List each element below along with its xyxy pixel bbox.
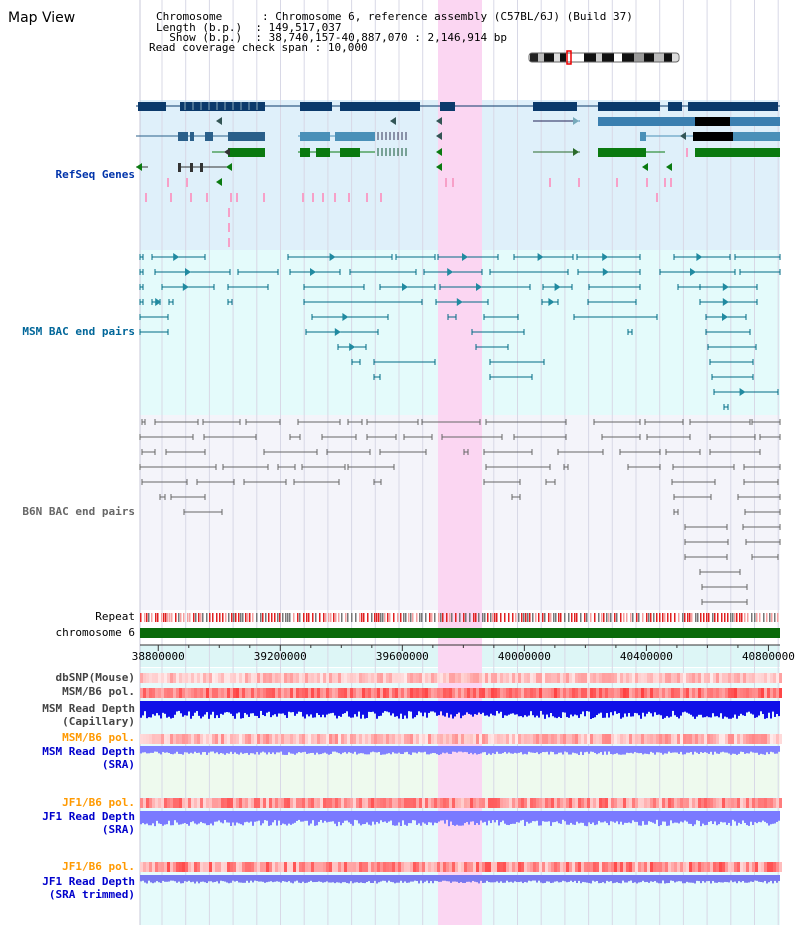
axis-tick-label: 40000000	[498, 650, 551, 663]
info-key: Chromosome	[156, 10, 256, 23]
axis-tick-label: 38800000	[132, 650, 185, 663]
right-margin	[780, 100, 800, 925]
msm-b6-pol-label[interactable]: MSM/B6 pol.	[62, 685, 135, 698]
repeat-track	[140, 613, 779, 622]
jf1-depth-trimmed-sub-label[interactable]: (SRA trimmed)	[48, 888, 135, 901]
msm-depth-sra-sub-label[interactable]: (SRA)	[101, 758, 135, 771]
axis-tick-label: 39200000	[254, 650, 307, 663]
msm-bac-label[interactable]: MSM BAC end pairs	[22, 325, 135, 338]
refseq-genes-label[interactable]: RefSeq Genes	[55, 168, 135, 181]
jf1-depth-trimmed	[140, 875, 780, 884]
refseq-genes	[136, 102, 780, 247]
msm-depth-sra-label[interactable]: MSM Read Depth	[42, 745, 135, 758]
highlight-region	[438, 0, 482, 925]
info-value: Chromosome 6, reference assembly (C57BL/…	[275, 10, 633, 23]
info-separator: :	[255, 10, 276, 23]
info-separator: :	[307, 41, 328, 54]
info-separator: :	[248, 31, 269, 44]
ideogram-position-marker	[566, 50, 572, 65]
info-line: Length (b.p.) : 149,517,037	[156, 22, 341, 34]
msm-b6-pol2-heat	[140, 734, 782, 744]
jf1-b6-pol-label[interactable]: JF1/B6 pol.	[62, 796, 135, 809]
info-key: Read coverage check span	[149, 41, 308, 54]
jf1-depth-sra-sub-label[interactable]: (SRA)	[101, 823, 135, 836]
info-value: 38,740,157-40,887,070 : 2,146,914 bp	[268, 31, 508, 44]
info-separator: :	[248, 21, 269, 34]
info-line: Show (b.p.) : 38,740,157-40,887,070 : 2,…	[156, 32, 507, 44]
msm-b6-pol2-label[interactable]: MSM/B6 pol.	[62, 731, 135, 744]
jf1-depth-sra	[140, 811, 780, 827]
axis-tick-label: 40400000	[620, 650, 673, 663]
info-line: Chromosome : Chromosome 6, reference ass…	[156, 11, 633, 23]
info-value: 149,517,037	[268, 21, 342, 34]
msm-depth-capillary-sub-label[interactable]: (Capillary)	[62, 715, 135, 728]
info-line: Read coverage check span : 10,000	[149, 42, 368, 54]
msm-depth-capillary-label[interactable]: MSM Read Depth	[42, 702, 135, 715]
jf1-b6-pol2-heat	[140, 862, 782, 872]
chromosome-bar	[140, 628, 780, 638]
axis-tick-label: 39600000	[376, 650, 429, 663]
jf1-b6-pol2-label[interactable]: JF1/B6 pol.	[62, 860, 135, 873]
msm-depth-sra	[140, 746, 780, 755]
msm-depth-capillary	[140, 701, 780, 719]
msm-b6-pol-heat	[140, 688, 782, 698]
axis: 38800000 39200000 39600000 40000000 40400000…	[132, 644, 795, 663]
page-title: Map View	[8, 10, 76, 26]
jf1-b6-pol-heat	[140, 798, 782, 808]
b6n-bac-end-pairs	[139, 419, 781, 605]
jf1-depth-sra-label[interactable]: JF1 Read Depth	[42, 810, 135, 823]
msm-bac-end-pairs	[139, 253, 781, 410]
dbsnp-label[interactable]: dbSNP(Mouse)	[55, 671, 135, 684]
info-key: Length (b.p.)	[156, 21, 249, 34]
dbsnp-heat	[140, 673, 782, 683]
chromosome-label[interactable]: chromosome 6	[55, 626, 135, 639]
axis-tick-label: 40800000	[742, 650, 795, 663]
info-value: 10,000	[327, 41, 368, 54]
jf1-depth-trimmed-label[interactable]: JF1 Read Depth	[42, 875, 135, 888]
repeat-label[interactable]: Repeat	[95, 610, 135, 623]
chromosome-ideogram	[528, 50, 680, 65]
info-key: Show (b.p.)	[156, 31, 249, 44]
b6n-bac-label[interactable]: B6N BAC end pairs	[22, 505, 135, 518]
